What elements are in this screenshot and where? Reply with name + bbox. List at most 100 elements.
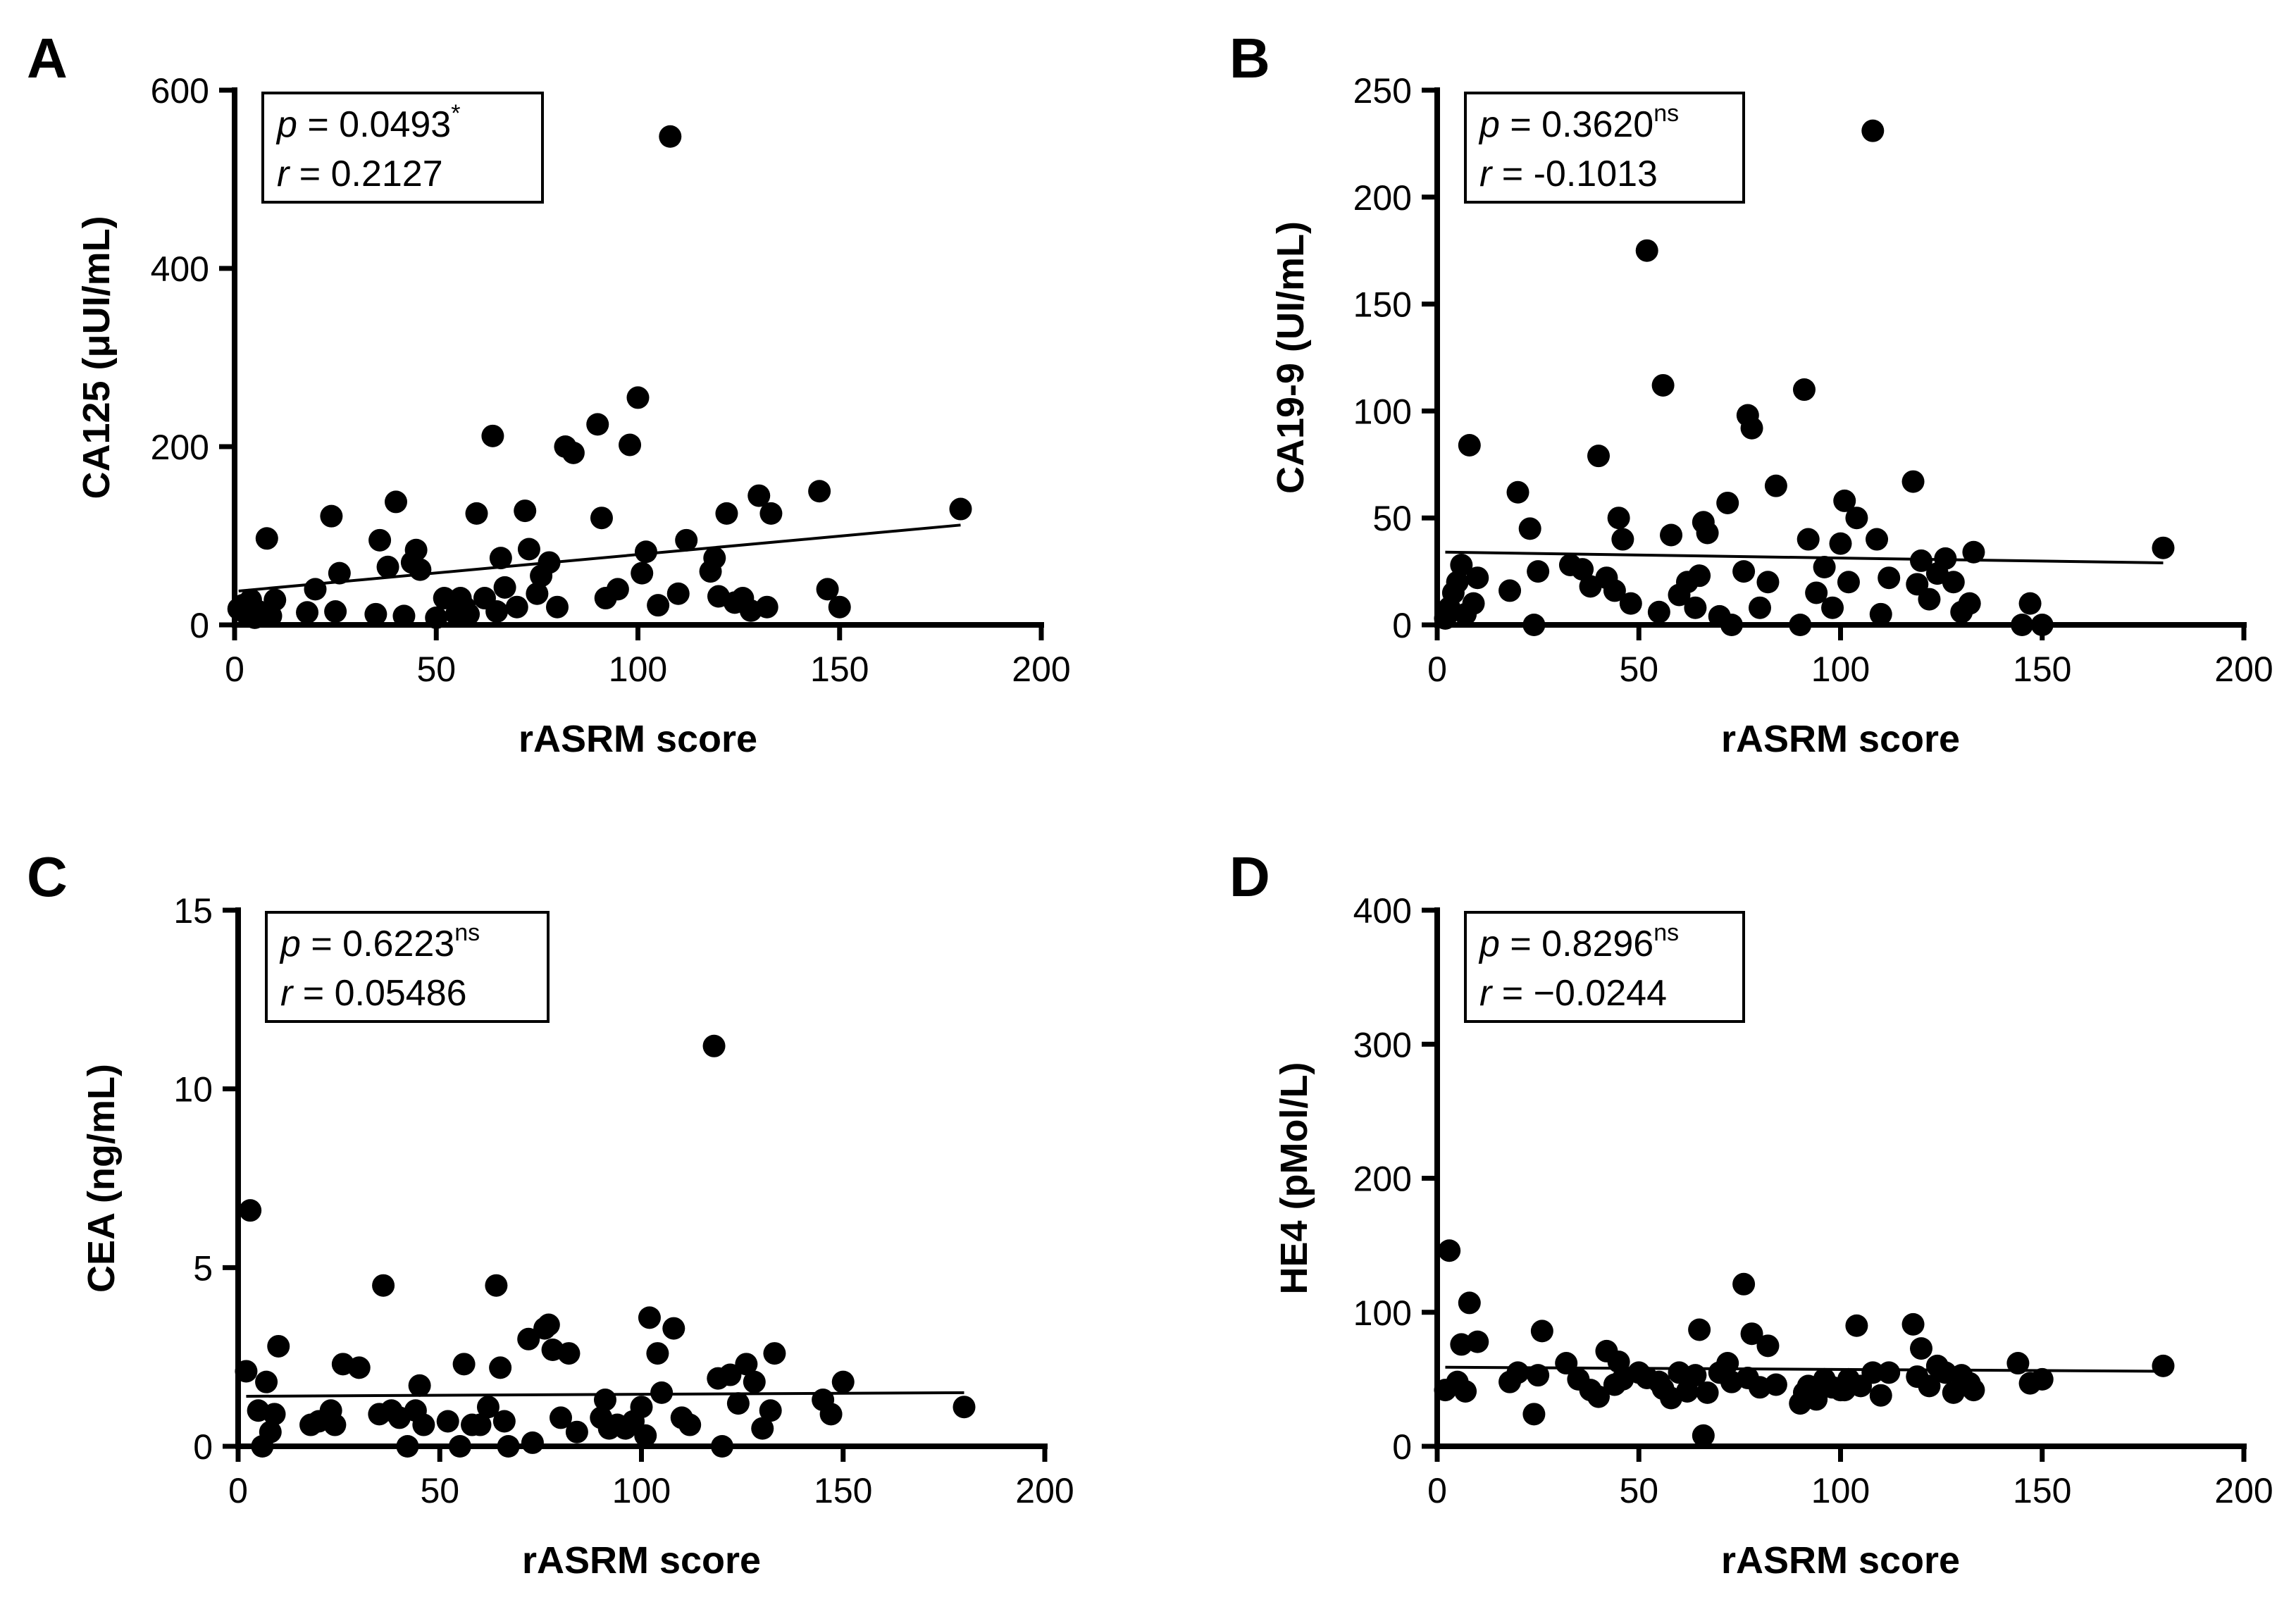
data-point bbox=[593, 1389, 616, 1412]
data-point bbox=[1647, 600, 1670, 623]
data-point bbox=[1805, 1388, 1828, 1411]
data-point bbox=[1869, 1384, 1892, 1407]
x-tick-label: 50 bbox=[416, 650, 456, 689]
data-point bbox=[1527, 560, 1550, 583]
data-point bbox=[1684, 1364, 1707, 1387]
data-point bbox=[1813, 556, 1836, 579]
data-point bbox=[1619, 592, 1642, 615]
data-point bbox=[1571, 558, 1594, 581]
data-point bbox=[1607, 1350, 1630, 1374]
data-point bbox=[634, 1424, 657, 1447]
data-point bbox=[735, 1353, 758, 1376]
data-point bbox=[538, 551, 561, 574]
data-point bbox=[1660, 523, 1683, 547]
x-axis-title: rASRM score bbox=[519, 718, 757, 760]
data-point bbox=[1696, 521, 1719, 545]
data-point bbox=[703, 547, 726, 570]
y-tick-label: 600 bbox=[151, 71, 209, 111]
x-tick-label: 100 bbox=[1811, 1471, 1870, 1510]
y-axis-title: CEA (ng/mL) bbox=[80, 1064, 123, 1293]
data-point bbox=[1732, 1272, 1756, 1296]
y-tick-label: 200 bbox=[1353, 178, 1412, 218]
data-point bbox=[634, 540, 657, 564]
x-tick-label: 0 bbox=[1427, 650, 1447, 689]
data-point bbox=[751, 1417, 774, 1440]
data-point bbox=[1530, 1320, 1553, 1343]
data-point bbox=[1688, 564, 1711, 588]
data-point bbox=[678, 1413, 702, 1436]
data-point bbox=[755, 595, 778, 619]
data-point bbox=[1829, 532, 1852, 555]
data-point bbox=[267, 1334, 290, 1358]
stats-box: p = 0.3620ns r = -0.1013 bbox=[1464, 92, 1745, 204]
data-point bbox=[385, 490, 407, 514]
data-point bbox=[2030, 1367, 2054, 1391]
data-point bbox=[711, 1435, 733, 1458]
data-point bbox=[638, 1306, 661, 1329]
data-point bbox=[1716, 1352, 1739, 1375]
data-point bbox=[1522, 614, 1546, 636]
y-axis-title: CA125 (μUI/mL) bbox=[75, 216, 118, 499]
data-point bbox=[1845, 1314, 1868, 1337]
chart-panel-a: A 0 50 100 150 200 0 200 400 600 rASRM score CA125 … bbox=[27, 27, 1071, 760]
data-point bbox=[408, 1374, 431, 1397]
panel-letter: A bbox=[27, 27, 68, 89]
data-point bbox=[590, 507, 613, 530]
data-point bbox=[492, 1410, 516, 1433]
data-point bbox=[1962, 1379, 1985, 1402]
data-point bbox=[1462, 592, 1485, 615]
data-point bbox=[808, 480, 831, 503]
data-point bbox=[631, 561, 654, 585]
data-point bbox=[763, 1342, 786, 1365]
data-point bbox=[320, 504, 343, 528]
data-point bbox=[296, 601, 319, 624]
x-tick-label: 50 bbox=[420, 1471, 459, 1510]
chart-panel-d: D 0 50 100 150 200 0 100 200 300 400 rASRM score HE4… bbox=[1229, 845, 2273, 1582]
data-point bbox=[436, 1410, 459, 1433]
data-point bbox=[659, 125, 682, 148]
y-tick-label: 0 bbox=[1392, 1427, 1412, 1467]
data-point bbox=[1901, 1312, 1925, 1336]
data-point bbox=[1454, 1379, 1477, 1403]
data-point bbox=[521, 1431, 544, 1454]
data-point bbox=[1498, 579, 1522, 602]
data-point bbox=[1458, 433, 1481, 457]
data-point bbox=[1942, 571, 1965, 594]
data-point bbox=[1603, 579, 1626, 602]
data-point bbox=[481, 424, 504, 447]
data-point bbox=[1587, 445, 1610, 468]
data-point bbox=[1587, 1385, 1610, 1408]
x-axis-title: rASRM score bbox=[522, 1539, 761, 1582]
data-point bbox=[235, 1360, 258, 1383]
y-tick-label: 200 bbox=[151, 428, 209, 467]
data-point bbox=[1527, 1364, 1550, 1387]
data-point bbox=[2030, 614, 2054, 636]
x-tick-label: 0 bbox=[225, 650, 244, 689]
data-point bbox=[347, 1356, 371, 1379]
data-point bbox=[650, 1381, 674, 1404]
panel-letter: C bbox=[27, 845, 68, 908]
data-point bbox=[949, 497, 972, 521]
data-point bbox=[1506, 480, 1529, 504]
data-point bbox=[1878, 566, 1901, 590]
data-point bbox=[2006, 1352, 2030, 1375]
x-tick-label: 0 bbox=[228, 1471, 248, 1510]
data-point bbox=[1466, 566, 1489, 590]
data-point bbox=[719, 1363, 742, 1386]
y-tick-label: 100 bbox=[1353, 392, 1412, 431]
data-point bbox=[404, 538, 428, 561]
stats-box-frame bbox=[1464, 911, 1745, 1023]
x-tick-label: 100 bbox=[1811, 650, 1870, 689]
data-point bbox=[662, 1317, 685, 1340]
panel-letter: B bbox=[1229, 27, 1270, 89]
data-point bbox=[546, 595, 569, 619]
p-value-text: p = 0.8296ns bbox=[1478, 919, 1679, 964]
data-point bbox=[606, 578, 629, 601]
data-point bbox=[263, 588, 287, 611]
data-point bbox=[1716, 491, 1739, 514]
data-point bbox=[1692, 1424, 1715, 1447]
data-point bbox=[505, 595, 528, 619]
chart-panel-c: C 0 50 100 150 200 0 5 10 15 rASRM score CEA (ng/mL… bbox=[27, 845, 1074, 1582]
data-point bbox=[372, 1274, 395, 1297]
stats-box-frame bbox=[1464, 92, 1745, 204]
